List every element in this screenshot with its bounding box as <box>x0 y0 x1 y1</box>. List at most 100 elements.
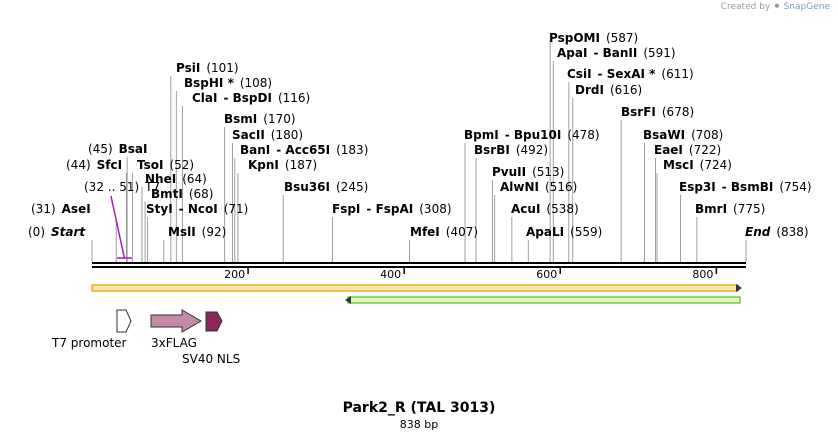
site-label-15-part-1: - Acc65I <box>276 143 330 157</box>
site-label-21[interactable]: BsrBI (492) <box>474 143 548 157</box>
site-label-21-part-1: (492) <box>516 143 548 157</box>
ruler-label-3: 800 <box>692 268 713 281</box>
credit-prefix: Created by <box>720 2 771 12</box>
site-label-8[interactable]: StyI - NcoI (71) <box>146 202 248 216</box>
site-label-20[interactable]: BpmI - Bpu10I (478) <box>464 128 600 142</box>
site-label-24-part-1: (538) <box>546 202 578 216</box>
site-label-16-part-0: KpnI <box>248 158 279 172</box>
site-label-3[interactable]: (44) SfcI <box>66 158 122 172</box>
site-label-18[interactable]: FspI - FspAI (308) <box>332 202 452 216</box>
site-label-7[interactable]: BmtI (68) <box>151 187 214 201</box>
site-label-21-part-0: BsrBI <box>474 143 510 157</box>
site-label-36[interactable]: End (838) <box>745 225 809 239</box>
site-label-5[interactable]: TsoI (52) <box>137 158 194 172</box>
site-label-28-part-2: (611) <box>661 67 693 81</box>
site-label-3-part-1: SfcI <box>97 158 122 172</box>
site-label-12-part-0: ClaI <box>192 91 217 105</box>
site-label-25[interactable]: ApaLI (559) <box>526 225 602 239</box>
site-label-19-part-1: (407) <box>446 225 478 239</box>
orange-orf-bar <box>91 284 742 292</box>
site-label-12[interactable]: ClaI - BspDI (116) <box>192 91 310 105</box>
backbone-bottom-strand <box>92 266 746 268</box>
sv40-nls-arrow-icon[interactable] <box>205 311 223 332</box>
site-label-22-part-1: (513) <box>532 165 564 179</box>
site-label-34-part-2: (754) <box>779 180 811 194</box>
site-label-1[interactable]: (31) AseI <box>31 202 91 216</box>
site-label-31-part-1: (708) <box>691 128 723 142</box>
site-label-25-part-1: (559) <box>570 225 602 239</box>
site-label-10[interactable]: PsiI (101) <box>176 61 239 75</box>
site-label-16[interactable]: KpnI (187) <box>248 158 317 172</box>
site-label-18-part-0: FspI <box>332 202 360 216</box>
site-label-20-part-0: BpmI <box>464 128 499 142</box>
site-label-9-part-0: MslI <box>168 225 196 239</box>
site-label-23-part-1: (516) <box>545 180 577 194</box>
site-label-4-part-0: (45) <box>88 142 113 156</box>
site-label-17-part-0: Bsu36I <box>284 180 330 194</box>
site-label-34-part-1: - BsmBI <box>722 180 774 194</box>
site-label-15[interactable]: BanI - Acc65I (183) <box>240 143 368 157</box>
site-label-13-part-1: (170) <box>263 112 295 126</box>
site-label-28-part-1: - SexAI * <box>598 67 657 81</box>
site-label-6-part-1: (64) <box>182 172 207 186</box>
site-label-10-part-0: PsiI <box>176 61 200 75</box>
site-label-25-part-0: ApaLI <box>526 225 564 239</box>
site-label-16-part-1: (187) <box>285 158 317 172</box>
site-label-35[interactable]: BmrI (775) <box>695 202 765 216</box>
site-label-15-part-2: (183) <box>336 143 368 157</box>
site-label-30[interactable]: BsrFI (678) <box>621 105 694 119</box>
site-label-28[interactable]: CsiI - SexAI * (611) <box>567 67 694 81</box>
site-label-26-part-1: (587) <box>606 31 638 45</box>
site-label-7-part-1: (68) <box>189 187 214 201</box>
site-label-9[interactable]: MslI (92) <box>168 225 226 239</box>
site-label-34[interactable]: Esp3I - BsmBI (754) <box>679 180 812 194</box>
site-label-18-part-1: - FspAI <box>366 202 413 216</box>
map-title: Park2_R (TAL 3013) <box>342 400 496 416</box>
t7-promoter-arrow-icon[interactable] <box>116 309 132 333</box>
site-label-8-part-2: (71) <box>224 202 249 216</box>
site-label-31-part-0: BsaWI <box>643 128 685 142</box>
site-label-0[interactable]: (0) Start <box>28 225 86 239</box>
site-label-4[interactable]: (45) BsaI <box>88 142 148 156</box>
snapgene-logo-icon: ⚫ <box>773 2 781 12</box>
arrow-left-icon <box>345 296 351 304</box>
site-label-32[interactable]: EaeI (722) <box>654 143 721 157</box>
site-label-29-part-1: (616) <box>610 83 642 97</box>
site-label-36-part-1: (838) <box>776 225 808 239</box>
site-label-31[interactable]: BsaWI (708) <box>643 128 723 142</box>
site-label-23-part-0: AlwNI <box>500 180 539 194</box>
site-label-14[interactable]: SacII (180) <box>232 128 303 142</box>
site-label-13[interactable]: BsmI (170) <box>224 112 296 126</box>
backbone-top-strand <box>92 262 746 264</box>
site-label-6[interactable]: NheI (64) <box>145 172 207 186</box>
site-label-24[interactable]: AcuI (538) <box>511 202 579 216</box>
site-label-23[interactable]: AlwNI (516) <box>500 180 577 194</box>
site-label-33-part-1: (724) <box>700 158 732 172</box>
site-label-20-part-1: - Bpu10I <box>505 128 562 142</box>
site-label-1-part-0: (31) <box>31 202 56 216</box>
site-label-19-part-0: MfeI <box>410 225 440 239</box>
site-label-24-part-0: AcuI <box>511 202 540 216</box>
site-label-29[interactable]: DrdI (616) <box>575 83 642 97</box>
site-label-26-part-0: PspOMI <box>549 31 600 45</box>
site-label-26[interactable]: PspOMI (587) <box>549 31 638 45</box>
site-label-6-part-0: NheI <box>145 172 176 186</box>
site-label-12-part-1: - BspDI <box>223 91 271 105</box>
feature-label-t7-promoter: T7 promoter <box>51 336 127 350</box>
site-label-27[interactable]: ApaI - BanII (591) <box>557 46 676 60</box>
flag-arrow-icon[interactable] <box>150 309 202 333</box>
site-label-11[interactable]: BspHI * (108) <box>184 76 272 90</box>
site-label-4-part-1: BsaI <box>119 142 148 156</box>
feature-label-sv40-nls: SV40 NLS <box>182 352 240 366</box>
site-label-19[interactable]: MfeI (407) <box>410 225 478 239</box>
t7-promoter-bracket <box>110 195 132 259</box>
site-connector-lines <box>91 40 747 262</box>
site-label-17[interactable]: Bsu36I (245) <box>284 180 368 194</box>
site-label-15-part-0: BanI <box>240 143 270 157</box>
site-label-33-part-0: MscI <box>663 158 694 172</box>
site-label-2[interactable]: (32 .. 51) T7 <box>84 180 160 194</box>
site-label-22[interactable]: PvuII (513) <box>492 165 564 179</box>
snapgene-credit: Created by ⚫ SnapGene <box>721 2 830 12</box>
site-label-18-part-2: (308) <box>419 202 451 216</box>
site-label-33[interactable]: MscI (724) <box>663 158 732 172</box>
